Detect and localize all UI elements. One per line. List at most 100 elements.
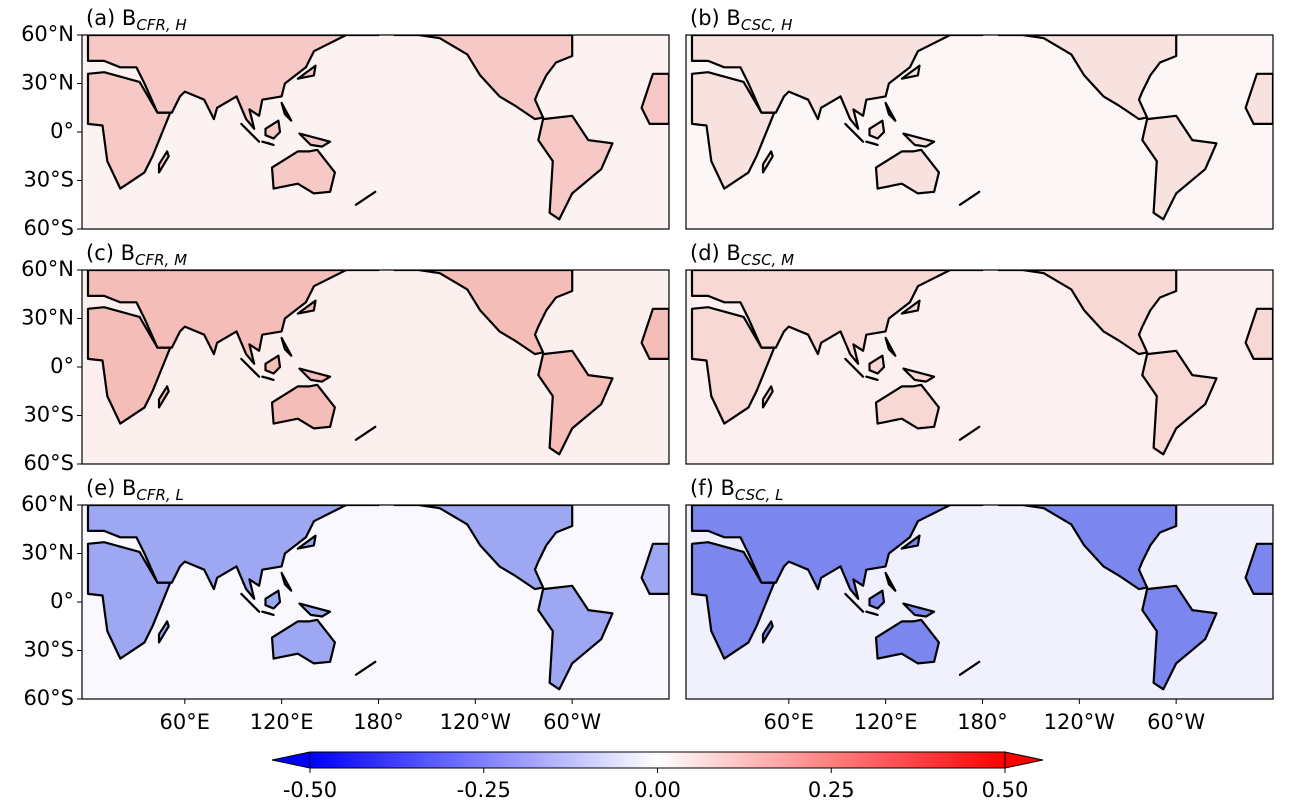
coastline xyxy=(690,505,984,600)
coastline xyxy=(900,534,921,550)
panel-frame xyxy=(685,504,1274,700)
panel-title: (d) BCSC, M xyxy=(690,241,794,269)
panel-title: (a) BCFR, H xyxy=(86,6,187,34)
longitude-label: 60°E xyxy=(160,710,211,734)
latitude-label: 0° xyxy=(50,354,74,378)
latitude-label: 30°N xyxy=(21,306,74,330)
coastline xyxy=(1141,114,1218,221)
panel-label: (e) B xyxy=(86,476,136,500)
map-panel: (a) BCFR, H 60°N 30°N 0° 30°S 60°S xyxy=(21,6,670,240)
coastline xyxy=(997,35,1178,121)
coastline xyxy=(261,375,275,381)
latitude-label: 60°S xyxy=(23,686,74,710)
coastline xyxy=(902,132,936,148)
map-panel: (b) BCSC, H xyxy=(685,6,1274,230)
coastline xyxy=(761,150,774,174)
coastline xyxy=(874,148,941,195)
coastline xyxy=(640,72,669,126)
coastline xyxy=(296,534,317,550)
coastline xyxy=(844,357,865,378)
coastline xyxy=(296,64,317,80)
map-content xyxy=(82,270,669,464)
coastline xyxy=(157,385,170,409)
map-panel: (e) BCFR, L 60°N 30°N 0° 30°S 60°S 60°E 120°E 18… xyxy=(21,476,670,734)
coastline xyxy=(157,150,170,174)
latitude-label: 60°S xyxy=(23,216,74,240)
map-content xyxy=(82,505,669,699)
coastline xyxy=(298,367,332,383)
longitude-label: 180° xyxy=(353,710,404,734)
panel-subscript: CFR, H xyxy=(136,16,186,34)
coastline xyxy=(902,602,936,618)
colorbar-tick-label: -0.50 xyxy=(283,778,337,802)
longitude-label: 60°W xyxy=(1147,710,1205,734)
colorbar-extend-low xyxy=(271,751,311,769)
panel-frame xyxy=(685,34,1274,230)
longitude-label: 60°E xyxy=(764,710,815,734)
colorbar: -0.50 -0.25 0.00 0.25 0.50 xyxy=(271,751,1044,802)
coastline xyxy=(997,505,1178,591)
coastline xyxy=(264,354,282,375)
coastline xyxy=(261,140,275,146)
coastline xyxy=(298,602,332,618)
coastline xyxy=(1244,542,1273,596)
coastline xyxy=(690,35,984,130)
panel-label: (d) B xyxy=(690,241,741,265)
coastline xyxy=(280,336,293,357)
coastline xyxy=(868,119,886,140)
coastline xyxy=(865,610,879,617)
colorbar-extend-high xyxy=(1004,751,1044,769)
latitude-label: 60°N xyxy=(21,22,74,46)
panel-label: (f) B xyxy=(690,476,735,500)
latitude-label: 30°S xyxy=(23,168,74,192)
panel-title: (f) BCSC, L xyxy=(690,476,784,504)
colorbar-tick-label: -0.25 xyxy=(457,778,511,802)
panel-subscript: CFR, M xyxy=(135,251,187,269)
map-panel: (d) BCSC, M xyxy=(685,241,1274,465)
coastline xyxy=(884,336,897,357)
longitude-label: 120°W xyxy=(440,710,512,734)
coastline xyxy=(868,354,886,375)
coastline xyxy=(900,299,921,315)
coastline xyxy=(270,383,336,430)
coastline xyxy=(240,122,261,143)
colorbar-bar xyxy=(309,751,1006,769)
coastline xyxy=(761,385,774,409)
colorbar-tick-label: 0.00 xyxy=(634,778,681,802)
coastline xyxy=(958,425,981,441)
latitude-label: 0° xyxy=(50,119,74,143)
coastline xyxy=(280,101,293,122)
coastline xyxy=(1141,584,1218,691)
map-content xyxy=(82,35,669,229)
coastline xyxy=(261,610,275,617)
latitude-label: 60°N xyxy=(21,492,74,516)
coastline xyxy=(997,270,1178,356)
coastline xyxy=(354,190,377,206)
coastline xyxy=(157,620,170,644)
map-content xyxy=(686,505,1273,699)
coastline xyxy=(393,270,574,356)
coastline xyxy=(640,307,669,360)
coastline xyxy=(761,620,774,644)
panel-subscript: CSC, L xyxy=(735,486,784,504)
coastline xyxy=(537,349,614,456)
coastline xyxy=(1141,349,1218,456)
coastline xyxy=(86,505,380,600)
coastline xyxy=(296,299,317,315)
latitude-label: 60°N xyxy=(21,257,74,281)
coastline xyxy=(874,383,941,430)
coastline xyxy=(537,114,614,221)
map-panels: (a) BCFR, H 60°N 30°N 0° 30°S 60°S (b) BCSC, H… xyxy=(21,6,1274,734)
map-panel: (c) BCFR, M 60°N 30°N 0° 30°S 60°S xyxy=(21,241,670,475)
coastline xyxy=(640,542,669,596)
map-content xyxy=(686,270,1273,464)
latitude-label: 30°N xyxy=(21,71,74,95)
panel-label: (b) B xyxy=(690,6,741,30)
colorbar-tick-label: 0.25 xyxy=(808,778,855,802)
latitude-label: 60°S xyxy=(23,451,74,475)
coastline xyxy=(902,367,936,383)
longitude-label: 60°W xyxy=(543,710,601,734)
panel-title: (b) BCSC, H xyxy=(690,6,792,34)
coastline xyxy=(537,584,614,691)
